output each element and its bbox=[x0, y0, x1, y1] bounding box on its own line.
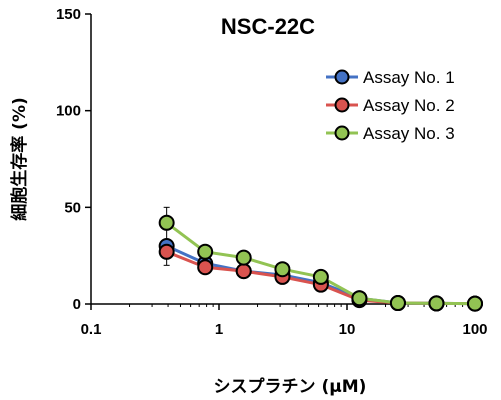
y-tick-label: 150 bbox=[56, 6, 81, 23]
series-2-point bbox=[235, 263, 252, 280]
y-tick-label: 0 bbox=[73, 296, 81, 313]
x-ticks: 0.1 1 10 100 bbox=[81, 304, 488, 338]
y-tick-label: 50 bbox=[64, 199, 81, 216]
x-tick-label: 100 bbox=[462, 321, 487, 338]
chart-title: NSC-22C bbox=[221, 14, 315, 39]
legend-label-1: Assay No. 1 bbox=[363, 68, 455, 87]
series-3-point bbox=[351, 290, 368, 307]
legend-label-3: Assay No. 3 bbox=[363, 124, 455, 143]
series-3-point bbox=[274, 261, 291, 278]
series-3-point bbox=[389, 295, 406, 312]
series-3-point bbox=[235, 249, 252, 266]
legend: Assay No. 1 Assay No. 2 Assay No. 3 bbox=[326, 68, 455, 143]
series-3-point bbox=[197, 243, 214, 260]
x-tick-label: 0.1 bbox=[81, 321, 102, 338]
legend-label-2: Assay No. 2 bbox=[363, 96, 455, 115]
legend-marker-1 bbox=[334, 69, 350, 85]
series-2-point bbox=[197, 259, 214, 276]
y-axis-label: 細胞生存率 (%) bbox=[9, 97, 30, 221]
legend-marker-2 bbox=[334, 97, 350, 113]
y-tick-label: 100 bbox=[56, 103, 81, 120]
legend-marker-3 bbox=[334, 125, 350, 141]
x-tick-label: 10 bbox=[339, 321, 356, 338]
x-tick-label: 1 bbox=[215, 321, 223, 338]
series-3-point bbox=[312, 268, 329, 285]
series-3-point bbox=[467, 295, 483, 312]
series-2-point bbox=[158, 243, 175, 260]
y-ticks: 0 50 100 150 bbox=[56, 6, 91, 313]
series-layer bbox=[158, 214, 483, 312]
series-3-point bbox=[158, 214, 175, 231]
series-3-point bbox=[428, 295, 445, 312]
x-axis-label: シスプラチン (μM) bbox=[214, 376, 367, 397]
